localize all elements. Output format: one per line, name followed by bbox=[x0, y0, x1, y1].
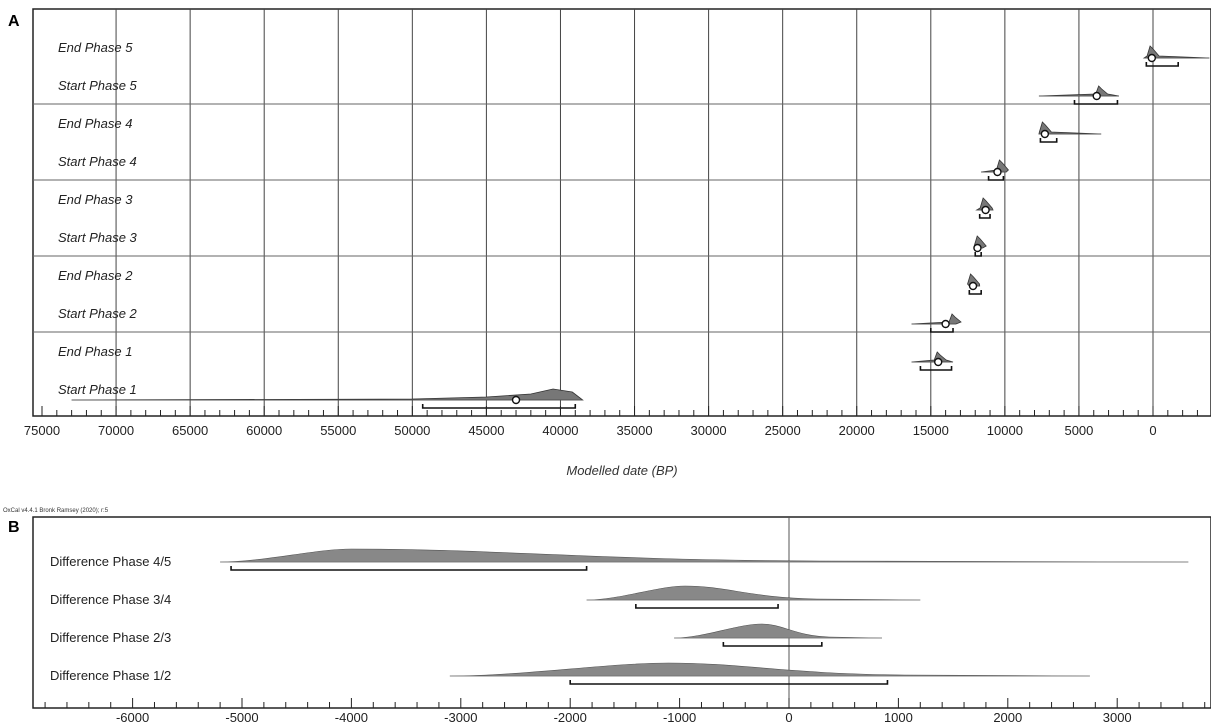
panel-a-range-bracket bbox=[1039, 138, 1058, 143]
panel-a-mean-marker bbox=[941, 319, 950, 329]
panel-a-distributions bbox=[71, 45, 1210, 409]
panel-a-tick-label: 25000 bbox=[765, 423, 801, 438]
panel-a-range-bracket bbox=[978, 214, 991, 219]
panel-a-tick-label: 30000 bbox=[691, 423, 727, 438]
panel-b-range-bracket bbox=[569, 680, 889, 685]
panel-b-distribution bbox=[586, 585, 921, 601]
panel-a-tick-label: 55000 bbox=[320, 423, 356, 438]
panel-b-row-label: Difference Phase 2/3 bbox=[50, 630, 171, 645]
panel-a-range-bracket bbox=[968, 290, 982, 295]
panel-a-x-axis-label: Modelled date (BP) bbox=[566, 463, 677, 478]
panel-b-tick-label: -1000 bbox=[663, 710, 696, 724]
panel-a-row-label: Start Phase 2 bbox=[58, 306, 138, 321]
panel-a-row-label: Start Phase 3 bbox=[58, 230, 138, 245]
panel-b-letter: B bbox=[8, 519, 20, 536]
panel-b-distribution bbox=[220, 548, 1189, 563]
panel-a-mean-marker bbox=[1092, 91, 1101, 101]
panel-a-mean-marker bbox=[1147, 53, 1157, 63]
panel-b-tick-label: -4000 bbox=[335, 710, 368, 724]
panel-a-tick-label: 50000 bbox=[394, 423, 430, 438]
panel-a-range-bracket bbox=[919, 366, 953, 371]
panel-a-tick-label: 60000 bbox=[246, 423, 282, 438]
panel-a-row-label: Start Phase 1 bbox=[58, 382, 137, 397]
panel-b-range-bracket bbox=[635, 604, 779, 609]
panel-a-mean-marker bbox=[511, 395, 521, 405]
panel-a-mean-marker bbox=[993, 167, 1002, 177]
panel-a-tick-label: 15000 bbox=[913, 423, 949, 438]
panel-b-tick-label: -3000 bbox=[444, 710, 477, 724]
panel-a-tick-label: 5000 bbox=[1064, 423, 1093, 438]
panel-a-mean-marker bbox=[973, 243, 982, 253]
panel-a-mean-marker bbox=[981, 205, 990, 215]
panel-b-row-labels: Difference Phase 4/5 Difference Phase 3/4… bbox=[50, 554, 171, 683]
panel-a-x-axis: 75000 70000 65000 60000 55000 50000 45000 40000… bbox=[24, 406, 1198, 438]
panel-a-distribution bbox=[71, 388, 584, 401]
panel-a-row-label: End Phase 5 bbox=[58, 40, 133, 55]
panel-b-tick-label: -5000 bbox=[225, 710, 258, 724]
panel-a-tick-label: 45000 bbox=[468, 423, 504, 438]
panel-b-distributions bbox=[220, 517, 1189, 708]
panel-b-tick-label: -2000 bbox=[554, 710, 587, 724]
panel-a-tick-label: 35000 bbox=[616, 423, 652, 438]
panel-a-tick-label: 70000 bbox=[98, 423, 134, 438]
panel-a-tick-label: 0 bbox=[1149, 423, 1156, 438]
panel-b-range-bracket bbox=[722, 642, 823, 647]
panel-b-tick-label: -6000 bbox=[116, 710, 149, 724]
panel-a-tick-label: 75000 bbox=[24, 423, 60, 438]
panel-a-frame bbox=[32, 8, 1211, 417]
panel-a-mean-marker bbox=[934, 357, 943, 367]
panel-a-row-label: End Phase 4 bbox=[58, 116, 132, 131]
panel-a-range-bracket bbox=[421, 404, 577, 409]
panel-b-tick-label: 3000 bbox=[1103, 710, 1132, 724]
panel-a-range-bracket bbox=[930, 328, 954, 333]
panel-a-row-label: End Phase 2 bbox=[58, 268, 133, 283]
panel-a-mean-marker bbox=[1040, 129, 1050, 139]
panel-a-row-label: Start Phase 4 bbox=[58, 154, 137, 169]
panel-b-tick-label: 1000 bbox=[884, 710, 913, 724]
panel-b-tick-label: 2000 bbox=[993, 710, 1022, 724]
panel-b-tick-label: 0 bbox=[785, 710, 792, 724]
panel-b-range-bracket bbox=[230, 566, 588, 571]
panel-a-tick-label: 65000 bbox=[172, 423, 208, 438]
panel-b-row-label: Difference Phase 4/5 bbox=[50, 554, 171, 569]
panel-b-frame bbox=[32, 516, 1211, 709]
panel-a-range-bracket bbox=[974, 252, 982, 257]
panel-b-x-axis: -6000 -5000 -4000 -3000 -2000 -1000 0 1000 2000 3… bbox=[44, 698, 1206, 724]
panel-a-row-label: End Phase 3 bbox=[58, 192, 133, 207]
panel-a-gridlines bbox=[33, 9, 1211, 416]
panel-b-row-label: Difference Phase 1/2 bbox=[50, 668, 171, 683]
panel-a-range-bracket bbox=[1073, 100, 1119, 105]
panel-a-range-bracket bbox=[1145, 62, 1179, 67]
panel-a-row-label: End Phase 1 bbox=[58, 344, 132, 359]
panel-b-row-label: Difference Phase 3/4 bbox=[50, 592, 171, 607]
oxcal-credit: OxCal v4.4.1 Bronk Ramsey (2020); r:5 bbox=[3, 508, 109, 514]
panel-a-letter: A bbox=[8, 13, 20, 30]
panel-a-tick-label: 10000 bbox=[987, 423, 1023, 438]
panel-a-range-bracket bbox=[987, 176, 1005, 181]
panel-a-tick-label: 40000 bbox=[542, 423, 578, 438]
panel-b-distribution bbox=[449, 662, 1090, 677]
panel-a-mean-marker bbox=[968, 281, 978, 291]
panel-a-row-label: Start Phase 5 bbox=[58, 78, 138, 93]
panel-b-distribution bbox=[674, 623, 882, 639]
panel-a-tick-label: 20000 bbox=[839, 423, 875, 438]
panel-a-row-labels: End Phase 5 Start Phase 5 End Phase 4 Start… bbox=[58, 40, 138, 397]
